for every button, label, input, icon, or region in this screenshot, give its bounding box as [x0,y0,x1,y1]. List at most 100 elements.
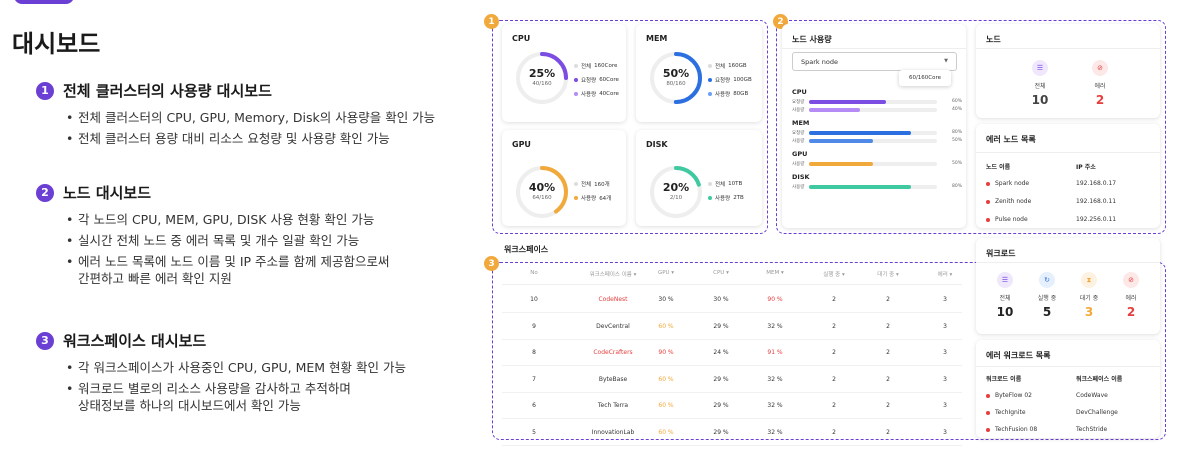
bar-label: 요청량 [792,100,805,105]
node-select[interactable]: Spark node ▼ [792,52,957,71]
legend-dot [574,182,578,186]
legend-label: 사용량 [715,92,731,98]
bar-fill [809,185,912,189]
error-node-row[interactable]: Spark node [986,180,1029,187]
error-node-row[interactable]: Zenith node [986,198,1031,205]
gauge-percent: 20% [662,181,690,194]
table-cell-name[interactable]: InnovationLab [591,428,635,436]
column-header[interactable]: 실행 중 ▾ [823,272,845,278]
stat-label: 대기 중 [1079,295,1099,302]
node-ip: 192.168.0.17 [1076,180,1117,187]
usage-bar-row: 사용량 50% [792,160,962,168]
bar-value: 50% [951,161,962,166]
region-badge-1: 1 [484,14,499,29]
legend-value: 60Core [599,77,619,83]
legend-label: 전체 [715,182,726,188]
row-divider [502,312,962,313]
node-summary-card: 노드 ☰ 전체 10 ⊘ 에러 2 [976,24,1160,118]
bar-value: 60% [951,99,962,104]
stat-value: 2 [1095,93,1105,107]
divider [976,48,1160,49]
table-cell-no: 6 [532,402,536,409]
gauge-arc [516,166,568,218]
table-cell-name[interactable]: CodeNest [598,296,628,303]
legend-item: 사용량 40Core [574,90,619,98]
usage-tooltip: 60/160Core [899,70,951,86]
column-header[interactable]: 에러 ▾ [937,272,953,278]
legend-dot [574,92,578,96]
table-cell-run: 2 [832,428,836,436]
error-workload-row[interactable]: TechIgnite [986,409,1026,416]
mem-usage-card: MEM 50% 80/160 전체 160GB 요청량 100GB 사용량 80GB [636,24,762,122]
table-cell-name[interactable]: CodeCrafters [593,349,633,356]
table-cell-mem: 32 % [767,428,783,436]
workspace-panel: 워크스페이스 [502,238,962,438]
table-cell-err: 3 [943,428,947,436]
stat-label: 에러 [1094,83,1106,90]
stat-value: 3 [1084,305,1094,319]
table-cell-run: 2 [832,322,836,330]
gauge-percent: 25% [528,67,556,80]
col-workspace-name: 워크스페이스 이름 [1076,376,1123,383]
error-workload-row[interactable]: ByteFlow 02 [986,392,1032,399]
gauge-arc [516,52,568,104]
column-header[interactable]: 워크스페이스 이름 ▾ [589,272,637,278]
table-cell-gpu: 30 % [658,296,674,303]
gpu-legend: 전체 160개 사용량 64개 [574,180,611,208]
column-header[interactable]: CPU ▾ [713,270,729,276]
column-header[interactable]: 대기 중 ▾ [877,272,899,278]
bar-label: 사용량 [792,139,805,144]
bar-fill [809,162,873,166]
table-cell-name[interactable]: DevCentral [596,322,630,330]
node-ip: 192.168.0.11 [1076,198,1117,205]
table-cell-wait: 2 [886,375,890,383]
table-cell-gpu: 60 % [658,428,674,436]
section-2: 2 노드 대시보드 각 노드의 CPU, MEM, GPU, DISK 사용 현황… [36,182,390,291]
region-badge-3: 3 [484,256,499,271]
error-node-row[interactable]: Pulse node [986,216,1028,223]
table-cell-mem: 91 % [767,349,783,356]
description-panel: 대시보드 1 전체 클러스터의 사용량 대시보드 전체 클러스터의 CPU, GP… [0,0,480,462]
column-header[interactable]: GPU ▾ [657,270,675,276]
divider [502,284,962,285]
cpu-gauge: 25% 40/160 [514,50,570,106]
table-cell-gpu: 60 % [658,402,674,409]
table-cell-name[interactable]: ByteBase [598,375,628,383]
bar-track [809,100,937,104]
workspace-name: CodeWave [1076,392,1108,399]
resource-label: CPU [792,88,807,96]
table-cell-name[interactable]: Tech Terra [597,402,629,409]
error-workload-row[interactable]: TechFusion 08 [986,426,1037,433]
column-header[interactable]: No [530,270,538,276]
usage-bar-row: 요청량 80% [792,129,962,137]
table-cell-mem: 90 % [767,296,783,303]
region-2-outline [776,20,1166,234]
table-cell-cpu: 24 % [713,349,729,356]
table-cell-cpu: 29 % [713,402,729,409]
legend-label: 사용량 [715,196,731,202]
legend-value: 40Core [599,91,619,97]
legend-label: 전체 [581,64,592,70]
card-title: 에러 노드 목록 [986,135,1036,144]
error-icon: ⊘ [1123,272,1139,288]
table-cell-run: 2 [832,402,836,409]
card-title: CPU [512,34,531,43]
table-cell-err: 3 [943,322,947,330]
legend-dot [708,92,712,96]
legend-item: 사용량 80GB [708,90,752,98]
error-dot [986,199,990,204]
table-cell-gpu: 60 % [658,322,674,330]
legend-label: 전체 [715,64,726,70]
bar-label: 요청량 [792,131,805,136]
gauge-percent: 40% [528,181,556,194]
column-header[interactable]: MEM ▾ [766,270,784,276]
section-3: 3 워크스페이스 대시보드 각 워크스페이스가 사용중인 CPU, GPU, ME… [36,330,406,418]
refresh-icon: ↻ [1039,272,1055,288]
usage-bar-row: 요청량 60% [792,98,962,106]
gauge-fraction: 64/160 [532,195,552,201]
row-divider [502,444,962,446]
card-title: MEM [646,34,668,43]
page-title: 대시보드 [12,30,101,58]
table-cell-wait: 2 [886,322,890,330]
col-node-name: 노드 이름 [986,164,1011,171]
